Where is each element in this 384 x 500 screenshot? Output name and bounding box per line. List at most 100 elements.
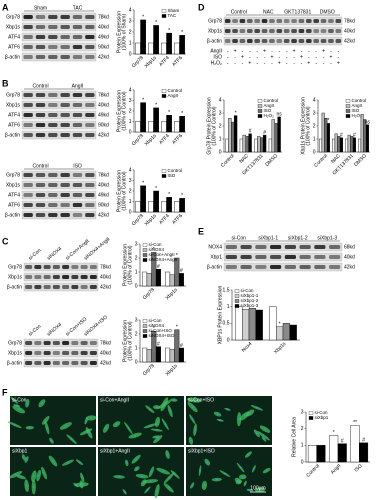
nucleus (247, 453, 250, 456)
nucleus (17, 408, 20, 411)
band (35, 133, 46, 137)
legend-label: ISO (352, 108, 360, 113)
band (35, 93, 46, 97)
band (85, 45, 95, 49)
y-axis-label: Protein Expression (122, 244, 128, 286)
y-tick-label: 2 (129, 29, 132, 35)
band (60, 123, 70, 127)
nucleus (252, 467, 255, 470)
band (48, 35, 58, 39)
bar (142, 347, 148, 363)
bar (332, 138, 336, 153)
condition-sign: - (315, 48, 317, 54)
bar (142, 271, 148, 287)
y-tick-label: 2 (129, 188, 132, 194)
y-axis-label: Relative Cell Area (291, 417, 297, 457)
band (52, 285, 60, 289)
bar (166, 197, 172, 213)
y-tick-label: 1 (227, 304, 230, 310)
band (23, 193, 33, 197)
band (71, 361, 79, 365)
kd-label: 40kd (98, 24, 109, 30)
bar (358, 138, 362, 153)
significance-mark: * (176, 253, 178, 259)
band (80, 341, 88, 345)
nucleus (243, 415, 246, 417)
nucleus (241, 475, 244, 478)
band (313, 29, 319, 33)
kd-label: 42kd (100, 284, 111, 290)
kd-label: 40kd (100, 274, 111, 280)
bar (146, 273, 152, 287)
band (23, 123, 33, 127)
legend-swatch (234, 299, 240, 303)
nucleus (168, 476, 171, 479)
band (72, 193, 83, 197)
bar (350, 425, 360, 463)
band (62, 265, 70, 269)
bar (271, 119, 275, 153)
band (23, 213, 33, 217)
nucleus (70, 438, 73, 441)
band (48, 25, 58, 29)
lane-header: Control (32, 83, 48, 89)
y-tick-label: 1 (129, 119, 132, 125)
significance-mark: * (333, 430, 335, 436)
legend-label: Control (168, 88, 183, 93)
nucleus (156, 490, 158, 493)
band (52, 361, 60, 365)
condition-sign: - (293, 60, 295, 66)
band (62, 275, 70, 279)
band (72, 25, 83, 29)
bar (242, 134, 246, 153)
lane-header: Control (32, 163, 48, 169)
significance-mark: * (176, 325, 178, 331)
band (23, 133, 33, 137)
significance-mark: * (327, 118, 329, 124)
band (261, 29, 268, 33)
kd-label: 90kd (98, 44, 109, 50)
y-tick-label: 0 (129, 129, 132, 135)
row-label: β-actin (5, 54, 20, 60)
nucleus (28, 426, 31, 429)
lane-header: GKT137831 (284, 9, 311, 15)
band (85, 203, 95, 207)
nucleus (166, 453, 169, 456)
legend-swatch (142, 258, 148, 262)
row-label: Grp78 (6, 92, 20, 98)
significance-mark: # (157, 341, 160, 347)
nucleus (26, 402, 29, 405)
band (329, 245, 341, 249)
y-tick-label: 4 (129, 87, 132, 93)
y-tick-label: 3 (313, 110, 316, 116)
kd-label: 78kd (100, 340, 111, 346)
bar (155, 346, 161, 363)
band (224, 39, 231, 43)
nucleus (162, 470, 165, 473)
band (255, 255, 267, 259)
bar (161, 42, 167, 55)
legend-label: Control (168, 168, 183, 173)
band (23, 93, 33, 97)
bar (326, 123, 330, 153)
condition-sign: - (242, 48, 244, 54)
blot-strip (223, 16, 343, 26)
band (48, 45, 58, 49)
kd-label: 78kd (100, 264, 111, 270)
band (62, 351, 70, 355)
band (60, 15, 70, 19)
nucleus (32, 475, 35, 478)
blot-strip (21, 120, 97, 130)
band (314, 255, 326, 259)
band (48, 203, 58, 207)
nucleus (44, 419, 47, 422)
legend-swatch (142, 324, 148, 328)
legend-label: si-Con (149, 242, 163, 247)
bar (268, 138, 273, 153)
band (247, 29, 253, 33)
y-tick-label: 2 (129, 108, 132, 114)
condition-label: ISO (213, 54, 222, 60)
band (314, 265, 326, 269)
significance-mark: * (142, 97, 144, 103)
bar (146, 349, 152, 363)
